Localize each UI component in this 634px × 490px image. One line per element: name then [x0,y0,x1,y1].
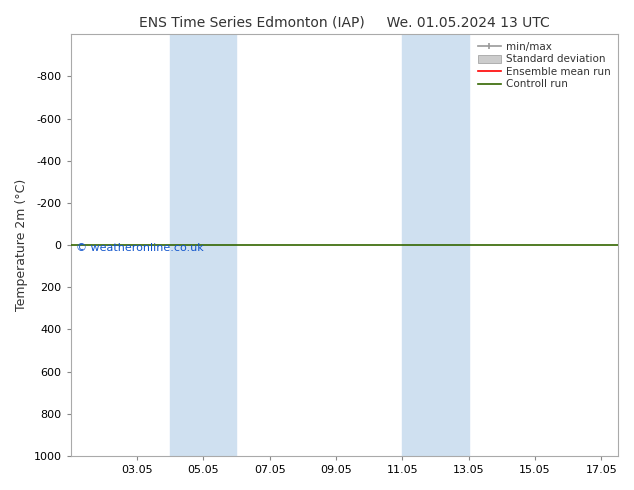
Title: ENS Time Series Edmonton (IAP)     We. 01.05.2024 13 UTC: ENS Time Series Edmonton (IAP) We. 01.05… [139,15,550,29]
Y-axis label: Temperature 2m (°C): Temperature 2m (°C) [15,179,28,311]
Text: © weatheronline.co.uk: © weatheronline.co.uk [76,243,204,253]
Legend: min/max, Standard deviation, Ensemble mean run, Controll run: min/max, Standard deviation, Ensemble me… [474,37,615,94]
Bar [403,34,469,456]
Bar [170,34,236,456]
